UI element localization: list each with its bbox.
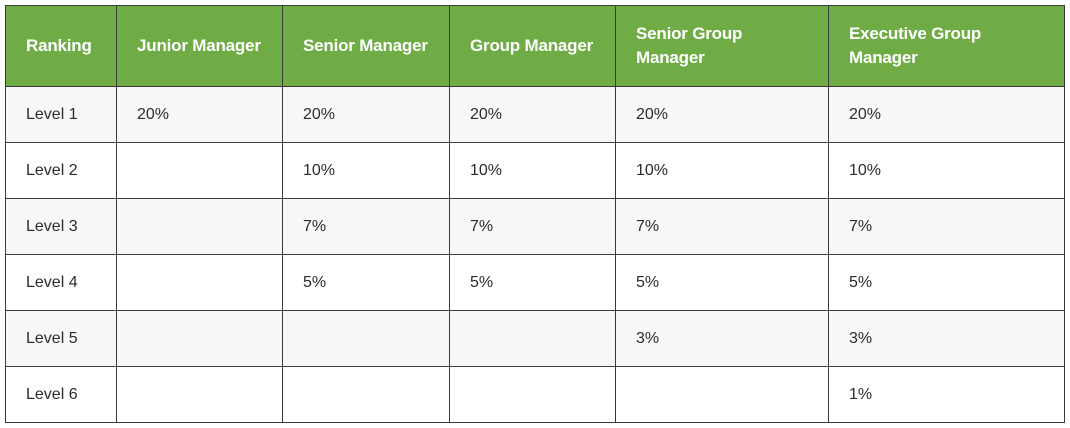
header-senior-manager: Senior Manager	[282, 5, 450, 87]
row-label: Level 3	[5, 198, 117, 255]
table-cell: 7%	[828, 198, 1065, 255]
table-cell	[615, 366, 829, 423]
header-ranking: Ranking	[5, 5, 117, 87]
table-cell: 7%	[615, 198, 829, 255]
table-container: Ranking Junior Manager Senior Manager Gr…	[5, 5, 1065, 423]
row-label: Level 1	[5, 86, 117, 143]
header-junior-manager: Junior Manager	[116, 5, 283, 87]
table-cell: 7%	[449, 198, 616, 255]
table-cell: 20%	[282, 86, 450, 143]
table-cell: 10%	[615, 142, 829, 199]
table-cell	[116, 310, 283, 367]
table-row: Level 6 1%	[5, 366, 1065, 423]
table-cell	[282, 366, 450, 423]
table-cell: 5%	[615, 254, 829, 311]
table-cell: 5%	[828, 254, 1065, 311]
table-cell	[116, 198, 283, 255]
table-row: Level 2 10% 10% 10% 10%	[5, 142, 1065, 199]
header-group-manager: Group Manager	[449, 5, 616, 87]
table-header: Ranking Junior Manager Senior Manager Gr…	[5, 5, 1065, 87]
header-senior-group-manager: Senior Group Manager	[615, 5, 829, 87]
header-executive-group-manager: Executive Group Manager	[828, 5, 1065, 87]
table-cell: 20%	[828, 86, 1065, 143]
table-cell	[116, 366, 283, 423]
row-label: Level 5	[5, 310, 117, 367]
table-cell: 3%	[615, 310, 829, 367]
table-cell: 10%	[828, 142, 1065, 199]
table-body: Level 1 20% 20% 20% 20% 20% Level 2 10% …	[5, 86, 1065, 423]
table-cell: 10%	[282, 142, 450, 199]
row-label: Level 2	[5, 142, 117, 199]
table-row: Level 3 7% 7% 7% 7%	[5, 198, 1065, 255]
row-label: Level 6	[5, 366, 117, 423]
table-cell: 20%	[449, 86, 616, 143]
table-cell	[449, 310, 616, 367]
table-cell: 20%	[116, 86, 283, 143]
table-cell	[116, 254, 283, 311]
row-label: Level 4	[5, 254, 117, 311]
table-row: Level 1 20% 20% 20% 20% 20%	[5, 86, 1065, 143]
commission-table: Ranking Junior Manager Senior Manager Gr…	[5, 5, 1065, 423]
table-cell: 3%	[828, 310, 1065, 367]
table-cell	[449, 366, 616, 423]
table-cell	[116, 142, 283, 199]
table-cell: 20%	[615, 86, 829, 143]
table-cell	[282, 310, 450, 367]
table-cell: 1%	[828, 366, 1065, 423]
table-cell: 7%	[282, 198, 450, 255]
table-cell: 5%	[449, 254, 616, 311]
table-row: Level 5 3% 3%	[5, 310, 1065, 367]
table-row: Level 4 5% 5% 5% 5%	[5, 254, 1065, 311]
table-cell: 5%	[282, 254, 450, 311]
table-cell: 10%	[449, 142, 616, 199]
header-row: Ranking Junior Manager Senior Manager Gr…	[5, 5, 1065, 87]
